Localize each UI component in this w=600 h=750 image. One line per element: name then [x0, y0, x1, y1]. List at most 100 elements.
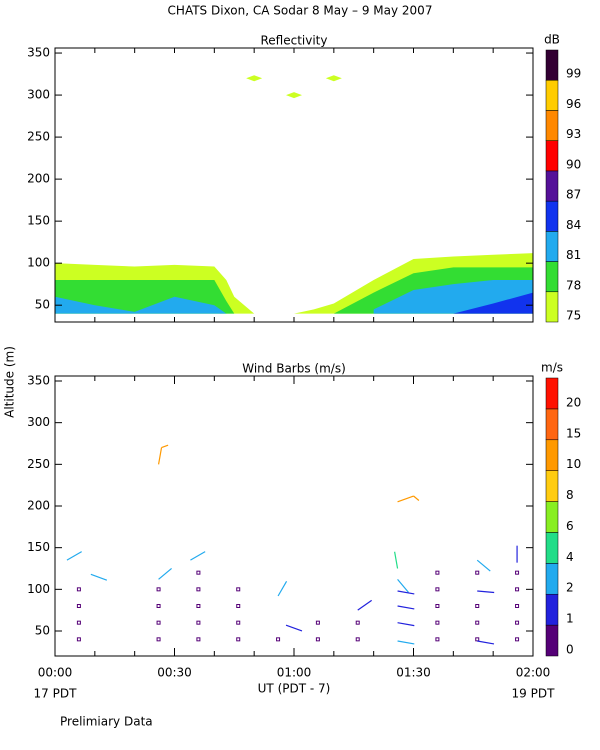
reflectivity-area	[55, 296, 227, 314]
colorbar-segment	[545, 170, 559, 202]
reflectivity-patch	[286, 92, 302, 99]
colorbar-label: 15	[566, 426, 581, 440]
colorbar-segment	[545, 439, 559, 471]
calm-point	[196, 637, 201, 642]
calm-point	[236, 604, 241, 608]
calm-point	[236, 637, 241, 642]
colorbar-label: 90	[566, 157, 581, 171]
calm-point	[236, 587, 241, 592]
colorbar-label: 8	[566, 488, 574, 502]
colorbar-label: 75	[566, 309, 581, 323]
y-tick-label: 250	[27, 130, 50, 144]
calm-point	[76, 637, 81, 642]
calm-point	[515, 570, 520, 575]
colorbar-segment	[545, 79, 559, 111]
y-tick-label: 200	[27, 499, 50, 513]
wind-barb	[397, 495, 420, 503]
wind-barb	[190, 551, 206, 561]
y-tick-label: 250	[27, 457, 50, 471]
calm-point	[156, 637, 161, 642]
colorbar-segment	[545, 624, 559, 657]
calm-point	[76, 620, 81, 625]
calm-point	[515, 587, 520, 592]
colorbar-label: 4	[566, 550, 574, 564]
reflectivity-area	[453, 292, 533, 314]
y-tick-label: 150	[27, 540, 50, 554]
calm-point	[196, 587, 201, 592]
plot-frame	[54, 375, 534, 657]
colorbar-label: 20	[566, 395, 581, 409]
colorbar-label: 0	[566, 643, 574, 657]
reflectivity-patch	[325, 75, 342, 82]
colorbar-label: 78	[566, 278, 581, 292]
colorbar-label: 96	[566, 97, 581, 111]
colorbar-label: 10	[566, 457, 581, 471]
colorbar-segment	[545, 408, 559, 441]
calm-point	[315, 620, 320, 625]
colorbar-label: 2	[566, 581, 574, 595]
wind-barb	[357, 599, 373, 611]
colorbar-label: 84	[566, 218, 581, 232]
colorbar-label: 99	[566, 67, 581, 81]
colorbar-segment	[545, 470, 559, 502]
y-tick-label: 150	[27, 214, 50, 228]
calm-point	[156, 604, 161, 608]
colorbar-segment	[545, 231, 559, 262]
y-tick-label: 100	[27, 582, 50, 596]
calm-point	[236, 620, 241, 625]
wind-barb	[394, 551, 399, 569]
end-label: 19 PDT	[512, 687, 556, 701]
wind-barb	[397, 622, 415, 627]
wind-barb	[397, 640, 415, 645]
calm-point	[76, 587, 81, 592]
colorbar-label: 6	[566, 519, 574, 533]
calm-point	[355, 620, 360, 625]
wind-barb	[277, 580, 288, 597]
colorbar-segment	[545, 140, 559, 172]
y-axis-label: Altitude (m)	[3, 346, 17, 418]
wind-barb	[90, 573, 108, 581]
y-tick-label: 200	[27, 172, 50, 186]
y-tick-label: 350	[27, 46, 50, 60]
wind-barb	[157, 444, 169, 465]
x-tick-label: 01:00	[277, 666, 312, 680]
x-tick-label: 01:30	[396, 666, 431, 680]
colorbar-segment	[545, 291, 559, 323]
calm-point	[435, 587, 440, 592]
y-tick-label: 100	[27, 256, 50, 270]
calm-point	[196, 570, 201, 575]
colorbar-segment	[545, 563, 559, 595]
colorbar-segment	[545, 377, 559, 410]
calm-point	[315, 637, 320, 642]
calm-point	[276, 637, 281, 642]
calm-point	[475, 620, 480, 625]
reflectivity-patch	[246, 75, 263, 82]
y-tick-label: 350	[27, 374, 50, 388]
panel-title: Wind Barbs (m/s)	[242, 362, 346, 376]
wind-barb	[397, 605, 415, 610]
start-label: 17 PDT	[34, 687, 78, 701]
wind-barb	[476, 559, 491, 572]
x-tick-label: 00:30	[157, 666, 192, 680]
calm-point	[475, 570, 480, 575]
y-tick-label: 50	[35, 624, 50, 638]
colorbar-segment	[545, 501, 559, 533]
wind-barb	[285, 624, 303, 632]
calm-point	[156, 620, 161, 625]
wind-barb	[477, 640, 495, 645]
calm-point	[156, 587, 161, 592]
calm-point	[196, 620, 201, 625]
colorbar-segment	[545, 200, 559, 232]
calm-point	[76, 604, 81, 608]
page-title: CHATS Dixon, CA Sodar 8 May – 9 May 2007	[168, 4, 433, 18]
colorbar-unit: dB	[544, 33, 560, 47]
calm-point	[355, 637, 360, 642]
wind-barb	[397, 578, 409, 593]
wind-barb	[477, 590, 495, 594]
calm-point	[475, 604, 480, 608]
calm-point	[435, 604, 440, 608]
wind-barb	[158, 567, 172, 580]
colorbar-label: 87	[566, 188, 581, 202]
calm-point	[475, 637, 480, 642]
